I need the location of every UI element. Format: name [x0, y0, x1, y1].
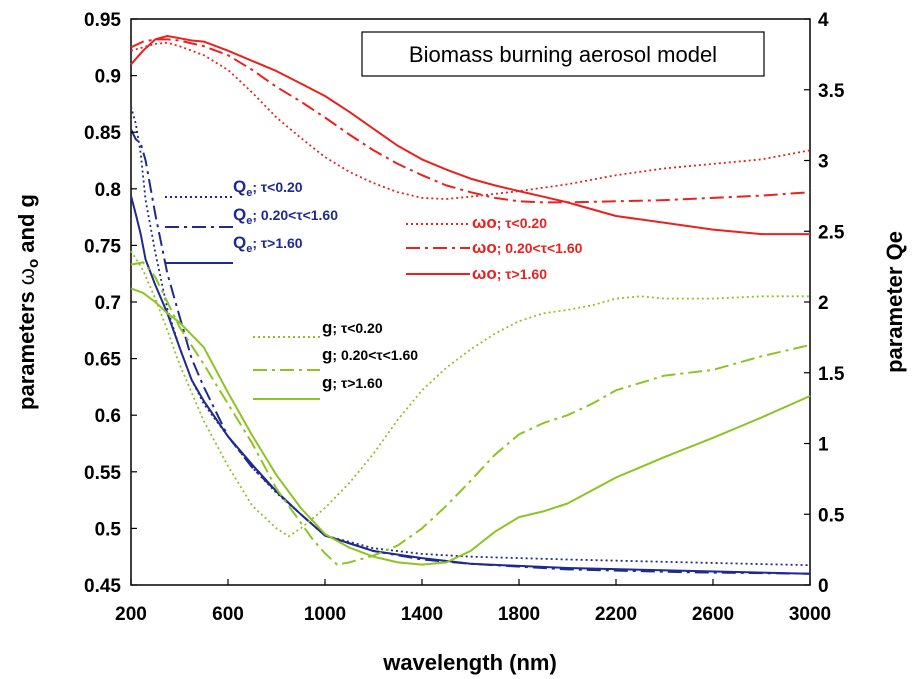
- x-tick-label: 3000: [789, 604, 831, 625]
- right-y-tick-label: 4: [818, 10, 829, 31]
- left-y-axis-title: parameters ωo and g: [14, 194, 42, 410]
- x-tick-label: 200: [115, 604, 147, 625]
- legend-label-g1: g; τ<0.20: [322, 318, 383, 337]
- series-line-g1: [130, 250, 810, 538]
- right-y-tick-label: 0: [818, 576, 829, 597]
- legend-label-w1: ωo; τ<0.20: [472, 213, 547, 232]
- series-line-qe3: [130, 195, 811, 575]
- right-y-tick-label: 0.5: [818, 505, 845, 526]
- legend-label-qe3: Qe; τ>1.60: [233, 233, 303, 255]
- series-line-w1: [130, 41, 811, 200]
- series-layer: [130, 35, 811, 575]
- plot-area: [130, 18, 811, 586]
- right-y-axis: 0 0.5 1 1.5 2 2.5 3 3.5 4: [804, 10, 845, 597]
- right-y-tick-label: 2.5: [818, 222, 845, 243]
- left-y-tick-label: 0.85: [84, 123, 121, 144]
- series-line-g3: [130, 287, 811, 566]
- left-y-tick-label: 0.55: [84, 463, 121, 484]
- x-axis: 200 600 1000 1400 1800 2200 2600 3000: [115, 579, 831, 625]
- x-tick-label: 2200: [595, 604, 637, 625]
- legend-label-w3: ωo; τ>1.60: [472, 264, 547, 283]
- left-y-tick-label: 0.75: [84, 236, 121, 257]
- left-y-tick-label: 0.45: [84, 576, 121, 597]
- right-y-tick-label: 1: [818, 435, 829, 456]
- left-y-tick-label: 0.8: [95, 180, 121, 201]
- legend-label-g3: g; τ>1.60: [322, 373, 383, 392]
- left-y-tick-label: 0.6: [95, 406, 121, 427]
- legend-label-g2: g; 0.20<τ<1.60: [322, 345, 418, 364]
- x-tick-label: 1000: [304, 604, 346, 625]
- annotation-box: Biomass burning aerosol model: [361, 31, 765, 77]
- left-y-axis: 0.45 0.5 0.55 0.6 0.65 0.7 0.75 0.8 0.85 0.9 0.95: [84, 10, 137, 597]
- right-y-axis-title: parameter Qe: [882, 231, 907, 373]
- series-line-w3: [130, 35, 810, 236]
- series-line-qe1: [130, 106, 811, 567]
- right-y-tick-label: 2: [818, 293, 829, 314]
- left-y-tick-label: 0.7: [95, 293, 121, 314]
- annotation-text: Biomass burning aerosol model: [409, 42, 717, 67]
- x-axis-title: wavelength (nm): [382, 650, 557, 675]
- series-line-w2: [130, 38, 811, 204]
- left-y-tick-label: 0.95: [84, 10, 121, 31]
- left-y-tick-label: 0.65: [84, 350, 121, 371]
- legend: Qe; τ<0.20 Qe; 0.20<τ<1.60 Qe; τ>1.60 ωo; τ…: [165, 177, 583, 400]
- legend-label-qe2: Qe; 0.20<τ<1.60: [233, 205, 338, 227]
- x-tick-label: 1400: [401, 604, 443, 625]
- x-tick-label: 2600: [692, 604, 734, 625]
- legend-label-qe1: Qe; τ<0.20: [233, 177, 303, 199]
- legend-label-w2: ωo; 0.20<τ<1.60: [472, 238, 583, 257]
- series-line-g2: [130, 261, 811, 566]
- left-y-tick-label: 0.9: [95, 67, 121, 88]
- right-y-tick-label: 1.5: [818, 364, 845, 385]
- right-y-tick-label: 3.5: [818, 81, 845, 102]
- x-tick-label: 1800: [498, 604, 540, 625]
- right-y-tick-label: 3: [818, 152, 829, 173]
- left-y-tick-label: 0.5: [95, 519, 122, 540]
- x-tick-label: 600: [212, 604, 244, 625]
